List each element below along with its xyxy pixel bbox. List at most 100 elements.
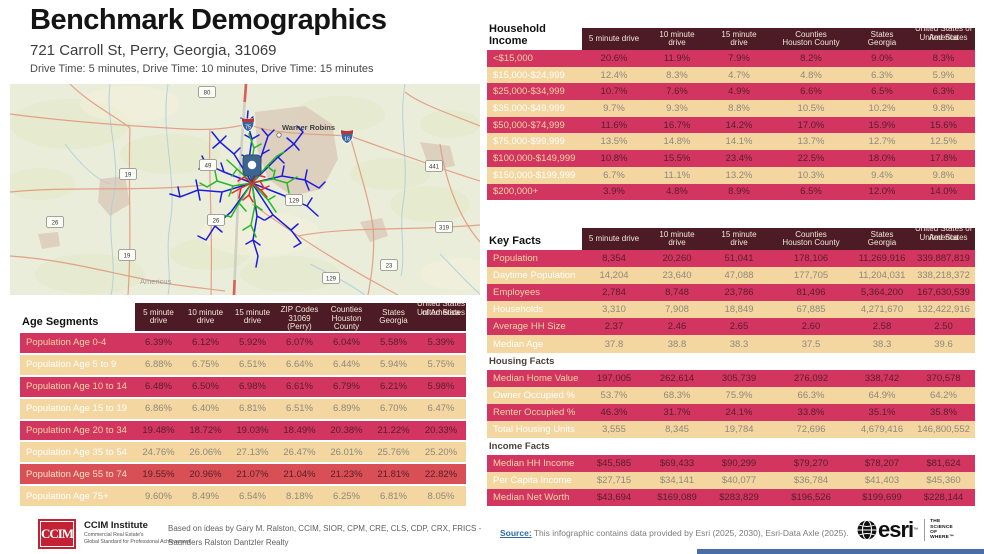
- column-header: United States of America United States: [417, 303, 465, 331]
- column-header: 10 minute drive: [646, 28, 708, 50]
- column-header-line: of America: [422, 307, 460, 317]
- cell-value: 2.60: [801, 321, 821, 333]
- interstate-75-road: [232, 84, 248, 295]
- cell-value: $43,694: [596, 492, 632, 504]
- cell-value: 21.04%: [283, 468, 316, 480]
- map-canvas: Warner Robins Americus 75 16 80 49 19 441 12…: [10, 84, 480, 295]
- svg-text:23: 23: [386, 263, 393, 269]
- cell-value: 4.8%: [666, 186, 688, 198]
- cell-value: 10.8%: [600, 152, 628, 164]
- cell-value: 12.4%: [600, 69, 628, 81]
- cell-value: 27.13%: [236, 446, 269, 458]
- table-row: $50,000-$74,999 11.6% 16.7% 14.2% 17.0% 15.9%…: [487, 116, 975, 134]
- column-header-line: ZIP Codes: [280, 305, 319, 314]
- cell-value: 197,005: [596, 372, 632, 384]
- cell-value: 4,679,416: [860, 423, 904, 435]
- cell-value: 339,887,819: [917, 253, 970, 265]
- row-label: $200,000+: [493, 186, 539, 198]
- column-header: States Georgia: [852, 28, 912, 50]
- column-header-line: States: [870, 29, 894, 39]
- column-header-line: Counties: [795, 29, 827, 39]
- cell-value: 8.18%: [286, 490, 313, 502]
- cell-value: 5.58%: [380, 337, 407, 349]
- map-terrain-light: [80, 86, 480, 290]
- city-label-warner-robins: Warner Robins: [282, 123, 335, 132]
- cell-value: 8.05%: [427, 490, 455, 502]
- table-header-strip: 5 minute drive 10 minute drive 15 minute driv…: [135, 303, 466, 331]
- table-row: Population Age 0-4 6.39% 6.12% 5.92% 6.07% 6.…: [20, 333, 466, 353]
- column-header-line: 5 minute: [143, 307, 174, 317]
- route-shield: 441: [425, 160, 443, 172]
- column-header-line: 15 minute: [721, 229, 757, 239]
- cell-value: 5,364,200: [860, 287, 904, 299]
- column-header-line: America: [928, 32, 959, 42]
- row-label: Daytime Population: [493, 270, 576, 282]
- cell-value: 18,849: [724, 304, 754, 316]
- column-header-line: drive: [668, 38, 686, 47]
- cell-value: 19.48%: [142, 425, 175, 436]
- cell-value: 21.07%: [236, 468, 269, 480]
- source-link[interactable]: Source:: [500, 528, 532, 538]
- cell-value: 20.33%: [424, 425, 458, 436]
- cell-value: 6.48%: [145, 381, 172, 393]
- column-header-line: Houston County: [782, 238, 840, 247]
- svg-text:26: 26: [213, 218, 220, 224]
- cell-value: $90,299: [721, 458, 757, 470]
- cell-value: 4.9%: [728, 86, 750, 98]
- column-header: 5 minute drive: [582, 228, 646, 250]
- credit-line-2: Saunders Ralston Dantzler Realty: [168, 538, 289, 547]
- cell-value: 178,106: [793, 253, 829, 265]
- cell-value: 11.6%: [600, 119, 628, 131]
- cell-value: 64.9%: [868, 389, 896, 401]
- cell-value: 10.2%: [868, 102, 896, 114]
- cell-value: $36,784: [793, 475, 829, 487]
- cell-value: 38.8: [667, 338, 687, 350]
- svg-text:19: 19: [125, 172, 132, 178]
- table-row: Population Age 15 to 19 6.86% 6.40% 6.81% 6.…: [20, 398, 466, 419]
- cell-value: 6.25%: [333, 490, 360, 502]
- cell-value: 6.81%: [239, 403, 266, 415]
- column-header: ZIP Codes 31069 (Perry): [276, 303, 323, 331]
- table-header-strip: 5 minute drive 10 minute drive 15 minute dri…: [582, 228, 975, 250]
- cell-value: 25.20%: [424, 446, 458, 458]
- cell-value: 33.8%: [797, 406, 825, 418]
- table-title: Household Income: [487, 23, 582, 50]
- cell-value: 24.76%: [142, 446, 175, 458]
- cell-value: 10.7%: [600, 86, 628, 98]
- cell-value: 9.8%: [932, 169, 955, 181]
- cell-value: $81,624: [926, 458, 961, 470]
- cell-value: 7.6%: [666, 86, 688, 98]
- cell-value: 4.7%: [728, 69, 750, 81]
- table-row: Owner Occupied % 53.7% 68.3% 75.9% 66.3% 64.9…: [487, 386, 975, 404]
- cell-value: 15.6%: [930, 119, 957, 131]
- cell-value: 132,422,916: [917, 304, 970, 316]
- cell-value: 6.07%: [286, 337, 313, 349]
- column-header: Counties Houston County: [770, 228, 852, 250]
- column-header-line: 31069: [288, 313, 311, 323]
- column-header-line: 10 minute: [659, 229, 695, 239]
- row-label: $75,000-$99,999: [493, 136, 565, 148]
- table-row: <$15,000 20.6% 11.9% 7.9% 8.2% 9.0% 8.3%: [487, 50, 975, 67]
- column-header-line: drive: [243, 316, 262, 325]
- table-row: $35,000-$49,999 9.7% 9.3% 8.8% 10.5% 10.2% 9.8…: [487, 100, 975, 117]
- cell-value: 5.92%: [239, 337, 266, 349]
- row-label: Median Home Value: [493, 372, 579, 384]
- column-header: 10 minute drive: [646, 228, 708, 250]
- cell-value: $283,829: [719, 492, 759, 504]
- interstate-75-shield: 75: [241, 117, 255, 132]
- cell-value: 6.21%: [380, 381, 407, 393]
- cell-value: 17.8%: [930, 152, 957, 164]
- cell-value: $41,403: [864, 475, 900, 487]
- cell-value: 19,784: [724, 423, 754, 435]
- cell-value: 11.9%: [663, 52, 691, 64]
- route-shield: 129: [322, 272, 340, 284]
- row-label: Population Age 15 to 19: [26, 403, 127, 415]
- cell-value: 53.7%: [600, 389, 628, 401]
- column-header: United States of America United States: [912, 28, 975, 50]
- cell-value: 13.2%: [725, 169, 753, 181]
- cell-value: $27,715: [596, 475, 632, 487]
- cell-value: 8,354: [602, 253, 626, 265]
- table-row: Median Age 37.8 38.8 38.3 37.5 38.3 39.6: [487, 335, 975, 353]
- svg-text:129: 129: [326, 276, 337, 282]
- column-header: 10 minute drive: [182, 303, 229, 331]
